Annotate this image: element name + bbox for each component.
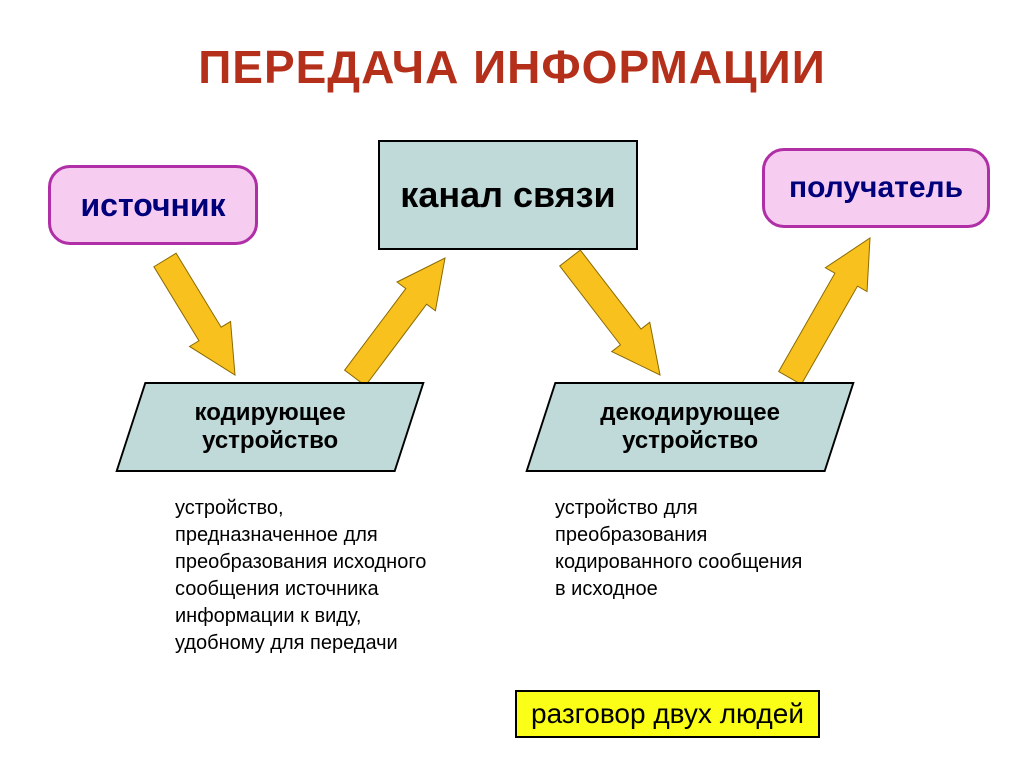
node-source-label: источник xyxy=(80,187,225,224)
flow-arrow xyxy=(336,244,464,393)
slide-title-text: ПЕРЕДАЧА ИНФОРМАЦИИ xyxy=(198,41,826,93)
node-receiver: получатель xyxy=(762,148,990,228)
decoder-description: устройство для преобразования кодированн… xyxy=(555,495,815,603)
node-encoder-label: кодирующее устройство xyxy=(132,399,408,454)
flow-arrow xyxy=(551,243,679,389)
footer-example-box: разговор двух людей xyxy=(515,690,820,738)
node-source: источник xyxy=(48,165,258,245)
node-encoder: кодирующее устройство xyxy=(115,382,424,472)
node-decoder-label: декодирующее устройство xyxy=(542,399,838,454)
slide-title: ПЕРЕДАЧА ИНФОРМАЦИИ xyxy=(0,40,1024,94)
node-receiver-label: получатель xyxy=(789,171,963,206)
node-channel: канал связи xyxy=(378,140,638,250)
encoder-description: устройство, предназначенное для преобраз… xyxy=(175,495,435,657)
node-channel-label: канал связи xyxy=(400,174,615,215)
footer-example-text: разговор двух людей xyxy=(531,698,804,729)
flow-arrow xyxy=(769,226,891,390)
flow-arrow xyxy=(144,248,255,388)
node-decoder: декодирующее устройство xyxy=(525,382,854,472)
